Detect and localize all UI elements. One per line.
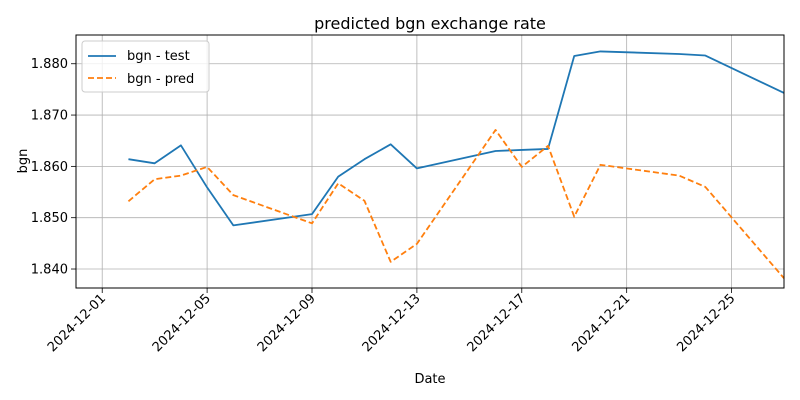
y-tick-label: 1.870 bbox=[31, 109, 68, 124]
legend-label-test: bgn - test bbox=[127, 49, 190, 64]
y-tick-label: 1.840 bbox=[31, 263, 68, 278]
series-line-test bbox=[128, 50, 785, 227]
y-tick-label: 1.860 bbox=[31, 160, 68, 175]
plot-frame bbox=[75, 34, 785, 289]
series-layer bbox=[127, 50, 785, 279]
legend-label-pred: bgn - pred bbox=[127, 72, 194, 87]
y-axis-title: bgn bbox=[16, 149, 31, 174]
legend: bgn - test bgn - pred bbox=[81, 40, 210, 93]
legend-box bbox=[81, 40, 210, 93]
series-line-pred bbox=[127, 129, 785, 279]
x-axis-title: Date bbox=[414, 372, 445, 387]
y-tick-label: 1.850 bbox=[31, 211, 68, 226]
chart-title: predicted bgn exchange rate bbox=[314, 14, 546, 33]
y-axis: 1.840 1.850 1.860 1.870 1.880 bbox=[31, 57, 76, 278]
y-tick-label: 1.880 bbox=[31, 57, 68, 72]
